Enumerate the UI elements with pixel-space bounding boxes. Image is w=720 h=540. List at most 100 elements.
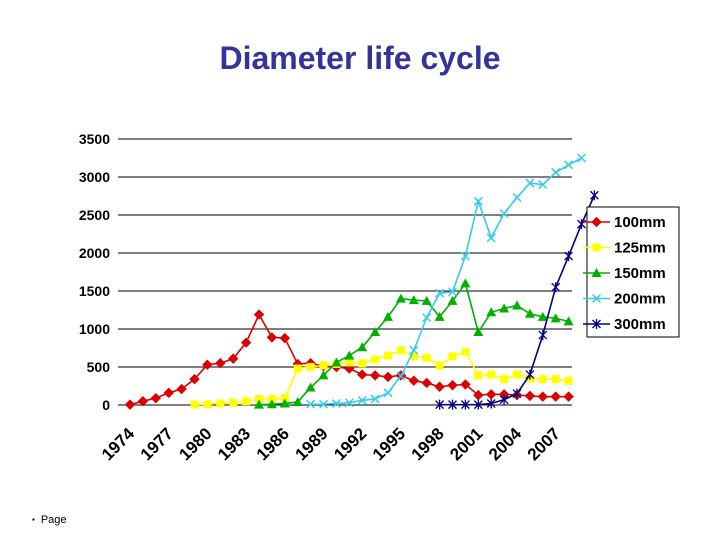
data-point-150mm xyxy=(524,308,535,318)
data-point-300mm xyxy=(473,399,483,410)
legend-marker xyxy=(591,293,602,304)
legend-label: 125mm xyxy=(614,240,666,257)
series-line-200mm xyxy=(310,157,582,406)
data-point-125mm xyxy=(293,364,302,373)
data-point-100mm xyxy=(240,337,252,348)
data-point-100mm xyxy=(356,369,368,380)
data-point-125mm xyxy=(500,375,509,384)
series-200mm xyxy=(306,153,587,409)
data-point-125mm xyxy=(435,361,444,370)
series-100mm xyxy=(124,309,574,410)
data-point-150mm xyxy=(460,278,471,288)
x-tick-label: 2007 xyxy=(524,424,564,464)
data-point-100mm xyxy=(266,332,278,343)
legend-label: 150mm xyxy=(614,265,666,282)
data-point-200mm xyxy=(576,153,587,163)
data-point-150mm xyxy=(499,303,510,313)
data-point-150mm xyxy=(563,316,574,326)
data-point-200mm xyxy=(383,388,393,398)
x-tick-label: 2001 xyxy=(446,424,486,464)
series-150mm xyxy=(254,278,574,409)
legend-label: 200mm xyxy=(614,291,666,308)
data-point-300mm xyxy=(525,369,535,380)
data-point-150mm xyxy=(370,327,381,337)
data-point-300mm xyxy=(538,330,548,341)
series-300mm xyxy=(435,190,599,410)
data-point-150mm xyxy=(305,382,316,392)
footer: ▪ Page xyxy=(32,514,67,526)
y-tick-label: 500 xyxy=(87,359,111,375)
data-point-150mm xyxy=(486,307,497,317)
y-tick-label: 2000 xyxy=(79,245,110,261)
data-point-200mm xyxy=(460,251,470,261)
data-point-125mm xyxy=(319,361,328,370)
data-point-125mm xyxy=(448,352,457,361)
footer-text: Page xyxy=(40,514,67,526)
x-tick-label: 1983 xyxy=(214,424,254,464)
data-point-150mm xyxy=(537,311,548,321)
data-point-200mm xyxy=(306,399,316,409)
data-point-100mm xyxy=(253,309,265,320)
legend-label: 300mm xyxy=(614,316,666,333)
x-tick-label: 1992 xyxy=(330,424,370,464)
data-point-100mm xyxy=(163,387,174,399)
legend-marker xyxy=(592,319,601,329)
data-point-300mm xyxy=(448,399,457,410)
data-point-100mm xyxy=(421,377,432,389)
data-point-300mm xyxy=(512,388,522,399)
data-point-200mm xyxy=(331,398,341,409)
data-point-200mm xyxy=(435,288,445,298)
legend-entry-150mm: 150mm xyxy=(583,265,666,282)
data-point-100mm xyxy=(524,390,536,402)
data-point-150mm xyxy=(279,398,290,408)
data-point-125mm xyxy=(229,398,238,407)
data-point-125mm xyxy=(384,351,392,360)
x-axis-ticks: 1974197719801983198619891992199519982001… xyxy=(98,424,564,465)
data-point-200mm xyxy=(525,178,535,188)
data-point-125mm xyxy=(190,400,199,409)
data-point-200mm xyxy=(473,196,483,206)
data-point-200mm xyxy=(344,398,354,408)
data-point-150mm xyxy=(395,293,406,303)
data-point-125mm xyxy=(203,400,212,409)
legend-entry-200mm: 200mm xyxy=(583,291,666,308)
data-point-200mm xyxy=(409,345,419,355)
data-point-150mm xyxy=(383,311,393,321)
data-point-125mm xyxy=(396,346,405,355)
data-point-125mm xyxy=(474,371,483,380)
footer-bullet: ▪ xyxy=(32,515,35,524)
data-point-300mm xyxy=(589,190,599,201)
data-point-125mm xyxy=(267,394,276,403)
chart-title: Diameter life cycle xyxy=(219,40,501,76)
x-tick-label: 1998 xyxy=(408,424,448,464)
data-point-200mm xyxy=(396,371,406,381)
x-tick-label: 2004 xyxy=(485,424,526,465)
data-point-300mm xyxy=(551,282,561,293)
y-tick-label: 2500 xyxy=(79,207,110,223)
y-tick-label: 1500 xyxy=(79,283,110,299)
data-point-150mm xyxy=(357,342,368,352)
data-point-200mm xyxy=(370,394,380,404)
data-point-200mm xyxy=(538,180,548,190)
data-point-300mm xyxy=(577,219,586,230)
data-point-300mm xyxy=(435,399,445,410)
x-tick-label: 1977 xyxy=(137,424,177,464)
data-point-100mm xyxy=(215,357,226,369)
x-tick-label: 1989 xyxy=(292,424,332,464)
data-point-100mm xyxy=(447,380,458,391)
data-point-150mm xyxy=(408,295,419,305)
x-tick-label: 1995 xyxy=(369,424,409,464)
data-point-150mm xyxy=(550,313,561,323)
data-point-300mm xyxy=(486,398,496,409)
data-point-125mm xyxy=(216,399,225,408)
data-point-125mm xyxy=(242,397,251,406)
legend-marker xyxy=(591,216,602,228)
data-point-100mm xyxy=(434,381,445,392)
legend-label: 100mm xyxy=(614,214,666,231)
data-point-200mm xyxy=(486,233,496,243)
legend: 100mm 125mm 150mm 200mm 300mm xyxy=(583,206,680,338)
y-tick-label: 0 xyxy=(102,397,110,413)
data-point-125mm xyxy=(513,370,521,379)
data-point-300mm xyxy=(564,251,574,262)
legend-entry-100mm: 100mm xyxy=(583,214,666,231)
